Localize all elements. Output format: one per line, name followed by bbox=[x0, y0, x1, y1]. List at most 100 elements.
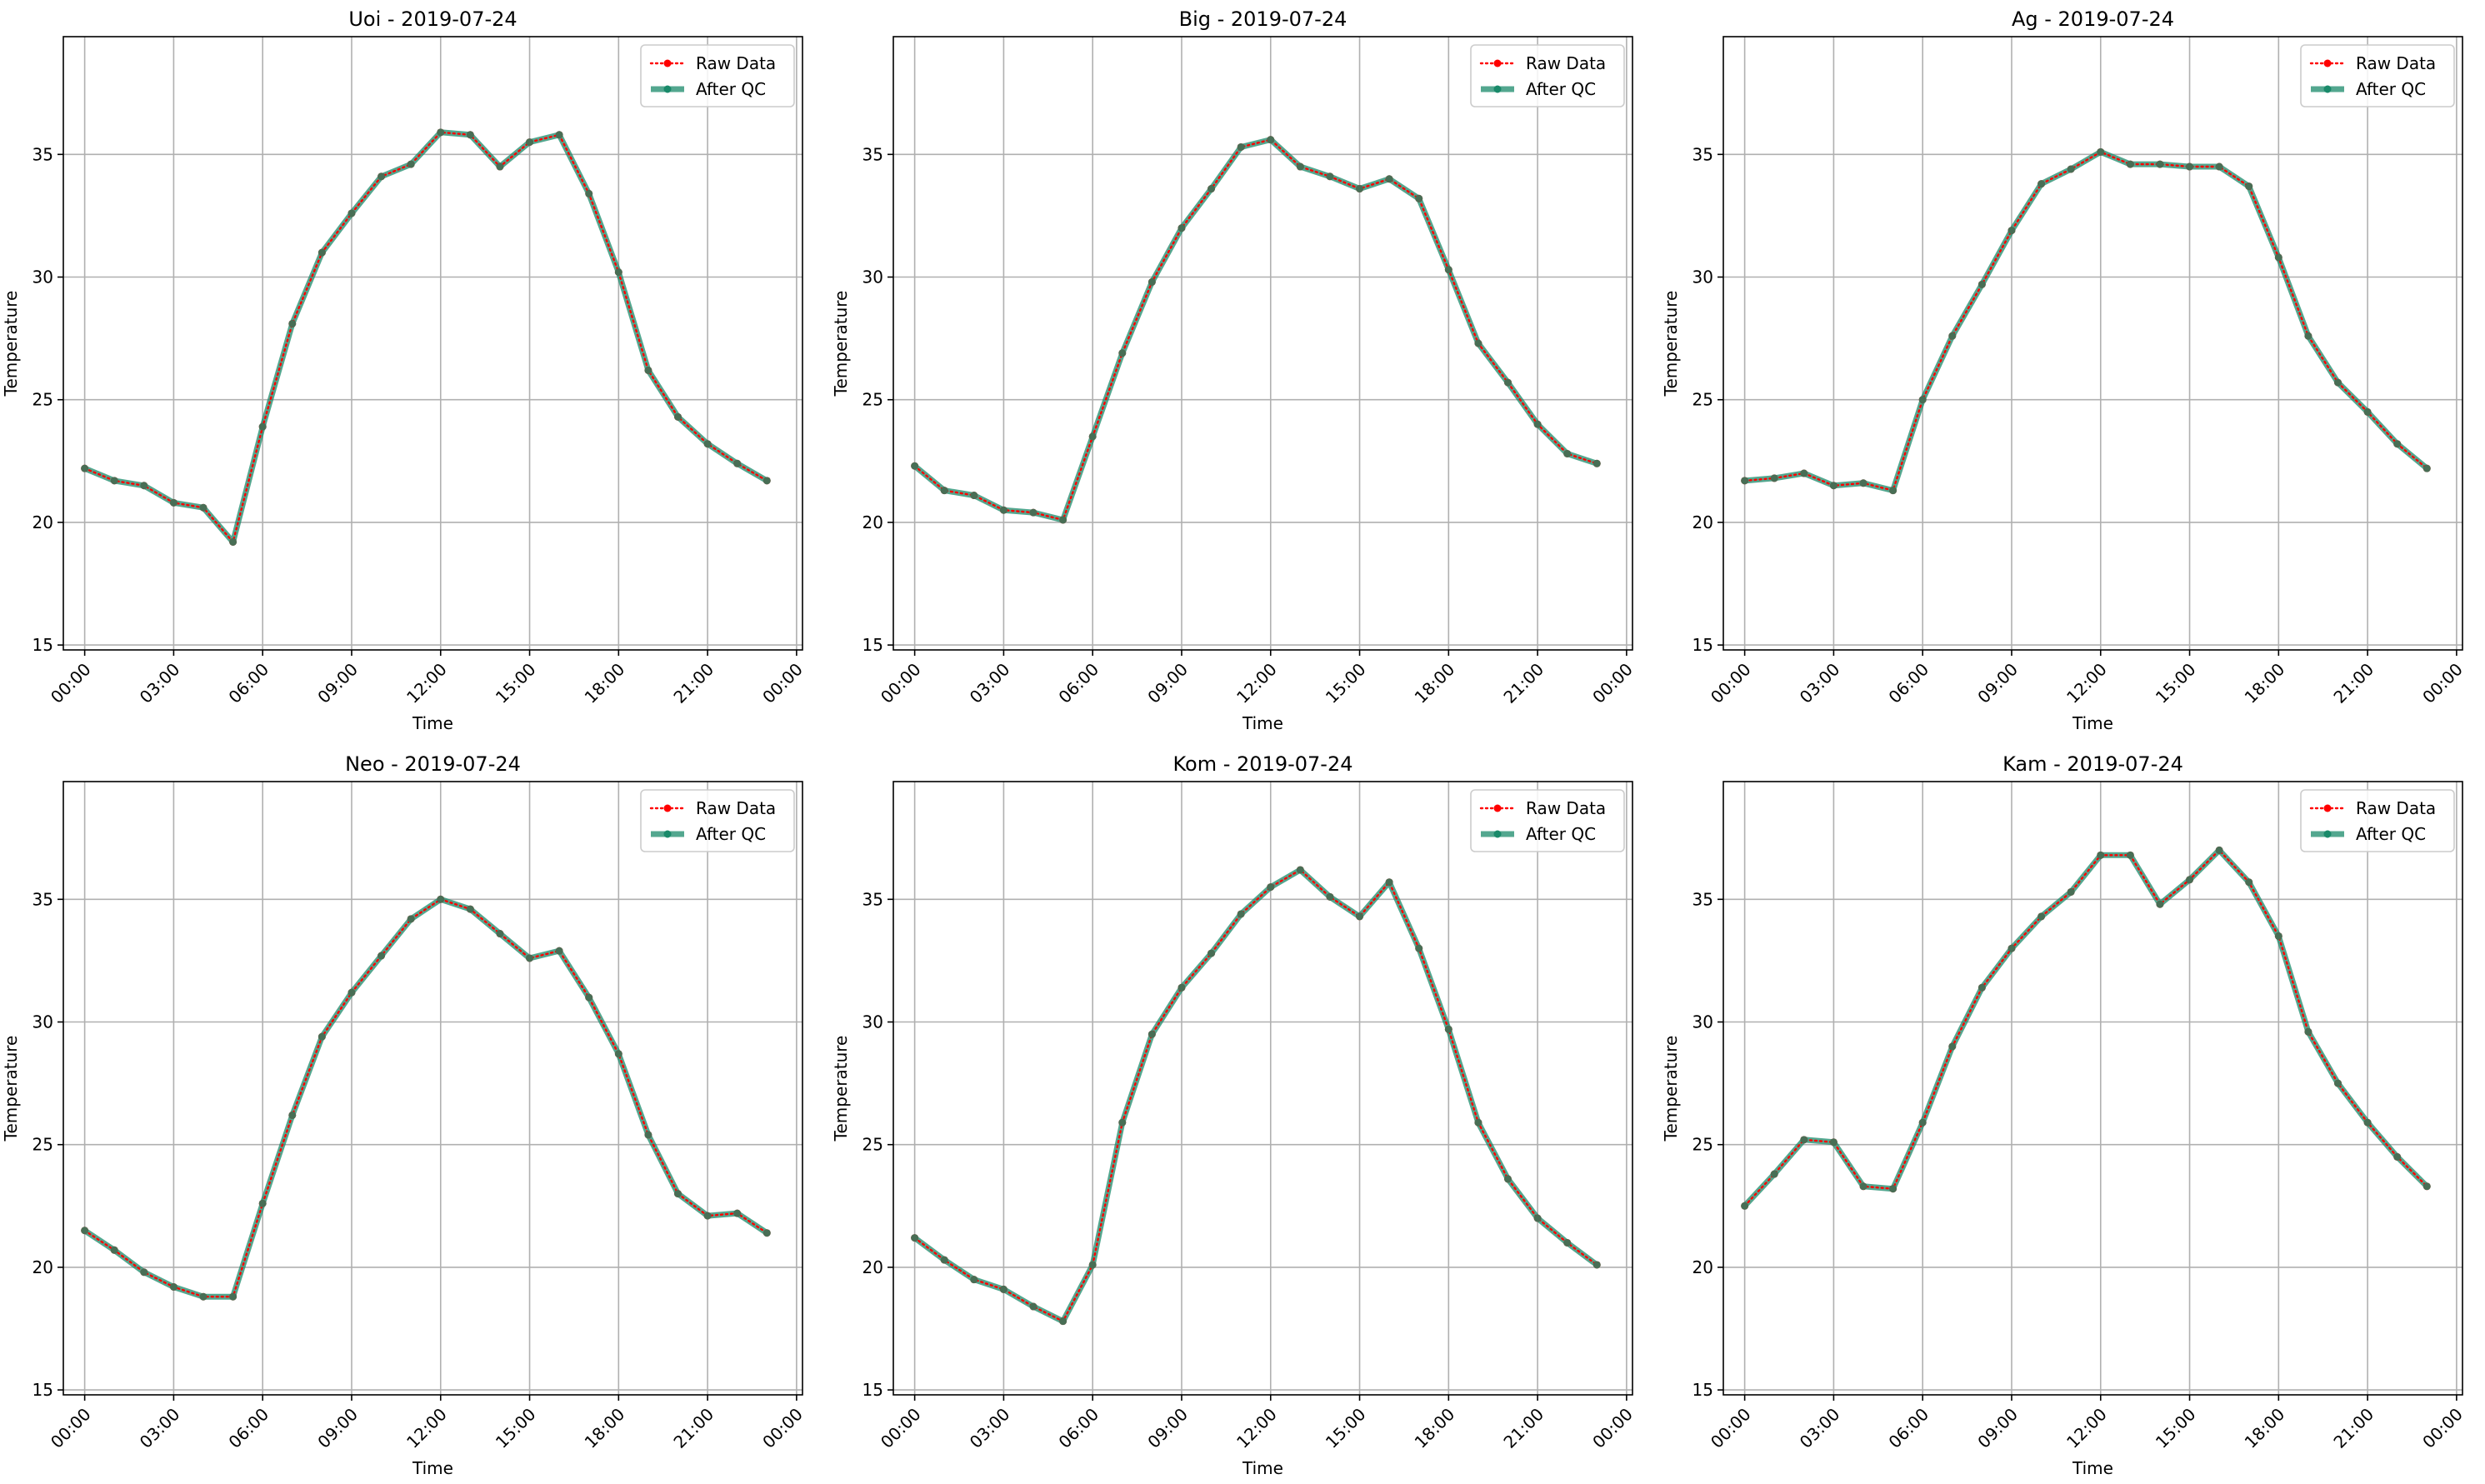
legend-raw-data-label: Raw Data bbox=[1526, 53, 1606, 73]
y-tick-label: 20 bbox=[1692, 1257, 1713, 1277]
series-raw-data-line bbox=[1743, 848, 2428, 1207]
x-tick-label: 21:00 bbox=[2329, 1404, 2378, 1452]
after-qc-point bbox=[2363, 407, 2372, 416]
y-axis-label: Temperature bbox=[1661, 291, 1681, 397]
after-qc-point bbox=[2186, 876, 2194, 884]
after-qc-point bbox=[1208, 185, 1216, 193]
after-qc-point bbox=[2422, 464, 2431, 472]
after-qc-point bbox=[1741, 1202, 1749, 1210]
x-tick-label: 18:00 bbox=[2241, 1404, 2289, 1452]
after-qc-point bbox=[1267, 136, 1275, 144]
after-qc-point bbox=[1415, 194, 1423, 202]
legend-after-qc-label: After QC bbox=[696, 79, 766, 99]
after-qc-point bbox=[1385, 878, 1393, 887]
after-qc-point bbox=[1563, 1238, 1572, 1247]
x-tick-label: 00:00 bbox=[2418, 1404, 2467, 1452]
after-qc-point bbox=[1978, 983, 1986, 992]
after-qc-point bbox=[762, 477, 771, 485]
y-tick-label: 15 bbox=[862, 1380, 883, 1400]
x-tick-label: 06:00 bbox=[224, 1404, 272, 1452]
after-qc-point bbox=[2245, 182, 2253, 191]
after-qc-point bbox=[1533, 1214, 1542, 1222]
chart-panel: 00:00 03:00 06:00 09:00 12:00 15:00 18:00 21:00… bbox=[1, 7, 807, 733]
x-tick-label: 18:00 bbox=[1411, 659, 1459, 707]
after-qc-point bbox=[1237, 142, 1245, 151]
x-tick-label: 00:00 bbox=[1588, 659, 1637, 707]
y-tick-label: 35 bbox=[1692, 889, 1713, 909]
legend-after-qc-marker bbox=[1493, 85, 1502, 93]
legend-raw-data-marker bbox=[2323, 804, 2332, 812]
x-tick-label: 09:00 bbox=[313, 659, 362, 707]
legend-after-qc-marker bbox=[663, 85, 672, 93]
legend-after-qc-label: After QC bbox=[1526, 824, 1596, 844]
after-qc-point bbox=[644, 366, 652, 374]
after-qc-point bbox=[496, 930, 504, 938]
after-qc-point bbox=[2393, 1152, 2402, 1161]
after-qc-point bbox=[940, 487, 948, 495]
x-tick-label: 12:00 bbox=[1232, 1404, 1281, 1452]
after-qc-point bbox=[703, 1212, 712, 1220]
y-tick-label: 35 bbox=[862, 889, 883, 909]
y-tick-label: 15 bbox=[32, 635, 53, 655]
y-tick-label: 30 bbox=[32, 267, 53, 287]
after-qc-point bbox=[2067, 165, 2075, 173]
x-tick-label: 18:00 bbox=[581, 1404, 629, 1452]
after-qc-point bbox=[1326, 172, 1334, 181]
x-axis-label: Time bbox=[2072, 1458, 2113, 1478]
x-tick-label: 00:00 bbox=[1588, 1404, 1637, 1452]
legend: Raw Data After QC bbox=[2300, 789, 2455, 852]
series-raw-data-line bbox=[83, 131, 768, 545]
chart-panel: 00:00 03:00 06:00 09:00 12:00 15:00 18:00 21:00… bbox=[1, 752, 807, 1478]
x-tick-label: 06:00 bbox=[1054, 1404, 1102, 1452]
x-tick-label: 15:00 bbox=[492, 1404, 540, 1452]
after-qc-point bbox=[1088, 1261, 1097, 1269]
x-tick-label: 00:00 bbox=[1707, 659, 1755, 707]
after-qc-point bbox=[1829, 482, 1838, 490]
y-axis-label: Temperature bbox=[1, 291, 21, 397]
after-qc-point bbox=[555, 947, 563, 955]
y-tick-label: 35 bbox=[862, 144, 883, 164]
after-qc-point bbox=[1770, 1170, 1778, 1178]
y-tick-label: 30 bbox=[1692, 267, 1713, 287]
x-tick-label: 21:00 bbox=[2329, 659, 2378, 707]
x-tick-label: 06:00 bbox=[1884, 1404, 1932, 1452]
chart-title: Neo - 2019-07-24 bbox=[345, 752, 521, 776]
after-qc-point bbox=[2304, 332, 2312, 340]
y-tick-label: 20 bbox=[862, 512, 883, 532]
x-tick-label: 09:00 bbox=[1143, 659, 1192, 707]
y-tick-label: 30 bbox=[862, 1012, 883, 1032]
x-axis-label: Time bbox=[1242, 1458, 1283, 1478]
after-qc-point bbox=[466, 905, 474, 913]
y-tick-label: 35 bbox=[1692, 144, 1713, 164]
y-tick-label: 15 bbox=[1692, 1380, 1713, 1400]
after-qc-point bbox=[1118, 1118, 1127, 1127]
axes-frame bbox=[62, 781, 803, 1396]
legend-raw-data-marker bbox=[2323, 59, 2332, 67]
after-qc-point bbox=[1326, 892, 1334, 901]
after-qc-point bbox=[1267, 883, 1275, 892]
x-tick-label: 12:00 bbox=[402, 1404, 451, 1452]
legend-raw-data-marker bbox=[1493, 59, 1502, 67]
after-qc-point bbox=[614, 268, 622, 277]
legend-after-qc-marker bbox=[663, 830, 672, 838]
y-tick-label: 25 bbox=[862, 390, 883, 410]
after-qc-point bbox=[110, 1246, 118, 1254]
after-qc-point bbox=[258, 422, 267, 431]
chart-title: Big - 2019-07-24 bbox=[1179, 7, 1348, 31]
chart-title: Ag - 2019-07-24 bbox=[2012, 7, 2174, 31]
after-qc-point bbox=[2038, 912, 2046, 921]
after-qc-point bbox=[674, 412, 682, 421]
after-qc-point bbox=[437, 895, 445, 903]
legend-raw-data-marker bbox=[663, 59, 672, 67]
y-tick-label: 25 bbox=[1692, 390, 1713, 410]
after-qc-point bbox=[1948, 1042, 1957, 1051]
x-tick-label: 12:00 bbox=[402, 659, 451, 707]
y-tick-label: 25 bbox=[32, 390, 53, 410]
legend-after-qc-label: After QC bbox=[2356, 79, 2426, 99]
legend: Raw Data After QC bbox=[640, 789, 795, 852]
x-tick-label: 03:00 bbox=[1796, 1404, 1844, 1452]
after-qc-point bbox=[1474, 1118, 1482, 1127]
x-axis-label: Time bbox=[2072, 713, 2113, 733]
after-qc-point bbox=[288, 1111, 297, 1119]
x-axis-label: Time bbox=[1242, 713, 1283, 733]
